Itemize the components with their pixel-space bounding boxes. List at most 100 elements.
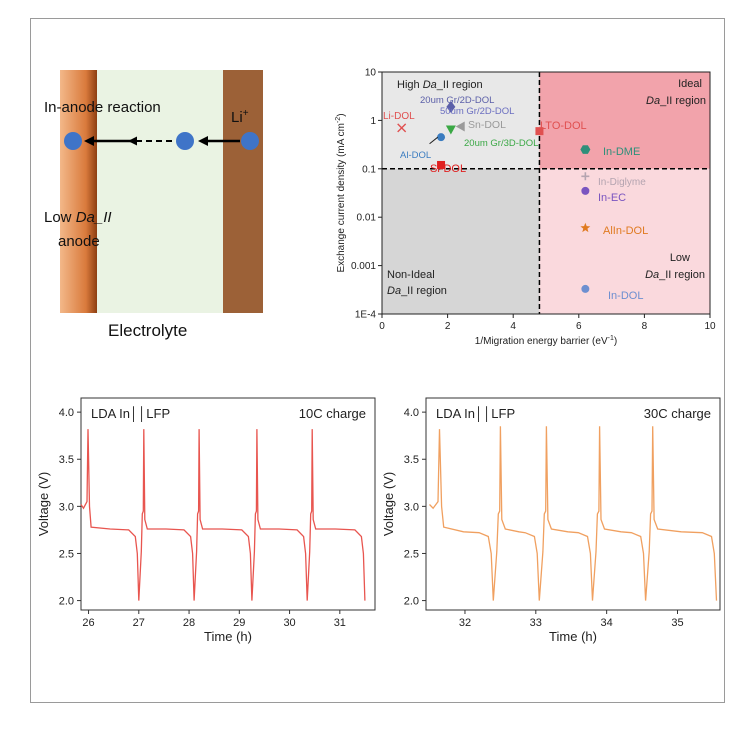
ion-at-source [241, 132, 259, 150]
al-dol-pointer [429, 136, 439, 145]
point-in-ec-label: In-EC [598, 192, 626, 204]
point-20um-gr-3d-dol-label: 20um Gr/3D-DOL [464, 138, 538, 149]
electrolyte-label: Electrolyte [108, 321, 187, 340]
point-in-dme-label: In-DME [603, 146, 640, 158]
chart-10c-x-tick-label: 30 [283, 617, 295, 629]
chart-30c-x-tick-label: 34 [601, 617, 613, 629]
point-in-dol [581, 284, 590, 293]
point-al-dol-label: Al-DOL [400, 150, 431, 161]
li-ion-label: Li+ [231, 108, 249, 126]
point-alin-dol [580, 222, 591, 233]
ion-at-anode [64, 132, 82, 150]
y-tick-label: 0.01 [357, 213, 377, 224]
scatter-axes-frame [381, 71, 711, 315]
ion-in-electrolyte [176, 132, 194, 150]
low-da-anode [60, 70, 97, 313]
point-lto-dol-label: LTO-DOL [540, 120, 587, 132]
point-20um-gr-2d-dol-label: 20um Gr/2D-DOL [420, 95, 494, 106]
point-si-dol-label: Si-DOL [430, 163, 466, 175]
point-in-diglyme-label: In-Diglyme [598, 177, 646, 188]
point-in-diglyme [581, 172, 590, 181]
y-axis-label-sup: -2 [335, 117, 342, 123]
chart-30c-x-tick-label: 35 [671, 617, 683, 629]
x-tick-label: 2 [445, 321, 451, 332]
x-axis-label-sup: -1 [608, 335, 614, 342]
chart-10c-x-tick-label: 28 [183, 617, 195, 629]
x-tick-label: 0 [379, 321, 385, 332]
region-nonideal-italic: Da [387, 285, 401, 297]
point-li-dol-label: Li-DOL [383, 111, 415, 122]
region-nonideal-line1: Non-Ideal [387, 269, 435, 281]
point-in-dol-label: In-DOL [608, 290, 643, 302]
chart-30c-y-tick-label: 3.5 [404, 454, 419, 466]
counter-electrode [223, 70, 263, 313]
chart-30c-annotation: 30C charge [644, 406, 711, 421]
region-ideal-italic: Da [646, 95, 660, 107]
region-low-line1: Low [670, 252, 690, 264]
x-axis-label: 1/Migration energy barrier (eV-1) [475, 335, 617, 347]
y-axis-label-end: ) [336, 113, 347, 116]
chart-10c-annotation: 10C charge [299, 406, 366, 421]
y-tick-label: 0.001 [351, 261, 376, 272]
point-sn-dol-label: Sn-DOL [468, 119, 506, 131]
chart-30c-y-tick-label: 2.0 [404, 596, 419, 608]
anode-label-line2: anode [58, 233, 100, 250]
x-tick-label: 8 [642, 321, 648, 332]
point-20um-gr-2d-dol [446, 100, 456, 113]
x-axis-label-end: ) [614, 336, 617, 347]
chart-30c-axes-frame [425, 397, 721, 611]
region-ideal [539, 72, 710, 169]
chart-10c-y-axis-label: Voltage (V) [36, 472, 51, 536]
chart-30c-x-tick-label: 32 [459, 617, 471, 629]
x-tick-label: 10 [704, 321, 716, 332]
region-nonideal [382, 168, 540, 314]
chart-10c-y-tick-label: 2.5 [59, 548, 74, 560]
y-tick-label: 0.1 [362, 164, 376, 175]
chart-10c-y-tick-label: 3.5 [59, 454, 74, 466]
chart-10c-axes-frame [80, 397, 376, 611]
region-high [382, 72, 540, 169]
chart-30c-x-tick-label: 33 [530, 617, 542, 629]
chart-10c-x-tick-label: 29 [233, 617, 245, 629]
region-high-italic: Da [423, 79, 437, 91]
chart-30c-voltage-series [429, 426, 718, 601]
point-si-dol [437, 160, 446, 169]
region-ideal-rest: _II region [659, 95, 706, 107]
region-nonideal-rest: _II region [400, 285, 447, 297]
chart-30c-y-tick-label: 3.0 [404, 501, 419, 513]
chart-10c-x-axis-label: Time (h) [204, 629, 252, 644]
y-tick-label: 10 [365, 68, 377, 79]
y-axis-label: Exchange current density (mA cm-2) [335, 113, 347, 272]
anode-label: Low Da_II [44, 209, 112, 226]
region-low-line2: Da_II region [645, 269, 705, 281]
point-lto-dol [535, 127, 544, 136]
chart-30c-title: LDA In││LFP [436, 406, 515, 422]
chart-10c-title: LDA In││LFP [91, 406, 170, 422]
region-high-pre: High [397, 79, 423, 91]
region-high-label: High Da_II region [397, 79, 483, 91]
point-in-ec [581, 186, 590, 195]
x-tick-label: 6 [576, 321, 582, 332]
region-nonideal-line2: Da_II region [387, 285, 447, 297]
region-low [539, 168, 710, 314]
x-tick-label: 4 [510, 321, 516, 332]
chart-10c-x-tick-label: 27 [133, 617, 145, 629]
chart-30c-y-axis-label: Voltage (V) [381, 472, 396, 536]
point-20um-gr-3d-dol [445, 125, 456, 135]
reaction-label: In-anode reaction [44, 99, 161, 116]
chart-10c-x-tick-label: 31 [334, 617, 346, 629]
chart-30c-y-tick-label: 2.5 [404, 548, 419, 560]
chart-10c-y-tick-label: 3.0 [59, 501, 74, 513]
point-al-dol [437, 133, 446, 142]
chart-10c-x-tick-label: 26 [82, 617, 94, 629]
point-li-dol [397, 123, 407, 133]
y-tick-label: 1E-4 [355, 310, 377, 321]
region-low-rest: _II region [658, 269, 705, 281]
chart-10c-y-tick-label: 2.0 [59, 596, 74, 608]
point-in-dme [580, 145, 591, 154]
chart-30c-y-tick-label: 4.0 [404, 407, 419, 419]
chart-10c-voltage-series [80, 429, 366, 601]
